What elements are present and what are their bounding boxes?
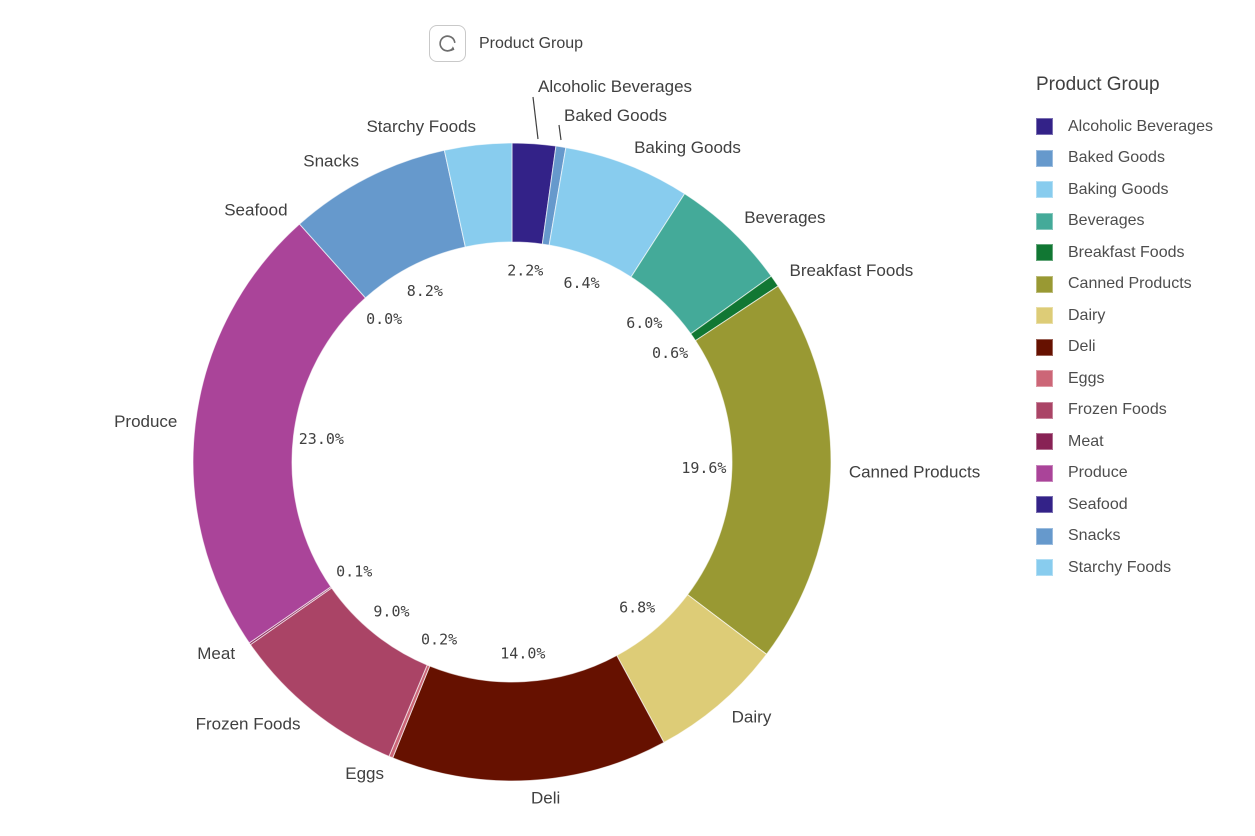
slice-value-label-dairy: 6.8%	[619, 599, 655, 617]
legend-label: Meat	[1068, 432, 1104, 450]
legend-items: Alcoholic Beverages Baked Goods Baking Goo…	[1036, 118, 1251, 576]
slice-value-label-canned-products: 19.6%	[681, 459, 726, 477]
legend-item-beverages[interactable]: Beverages	[1036, 212, 1251, 230]
legend-item-snacks[interactable]: Snacks	[1036, 527, 1251, 545]
dimension-cycle-button[interactable]	[429, 25, 466, 62]
legend-label: Beverages	[1068, 212, 1145, 229]
legend-item-deli[interactable]: Deli	[1036, 338, 1251, 356]
legend-item-breakfast-foods[interactable]: Breakfast Foods	[1036, 244, 1251, 261]
legend-item-dairy[interactable]: Dairy	[1036, 307, 1251, 324]
legend-swatch-icon	[1036, 433, 1053, 450]
legend-swatch-icon	[1036, 212, 1053, 230]
leader-line-baked-goods	[558, 124, 562, 141]
legend-swatch-icon	[1036, 401, 1053, 419]
legend-item-alcoholic-beverages[interactable]: Alcoholic Beverages	[1036, 118, 1251, 135]
legend-item-baking-goods[interactable]: Baking Goods	[1036, 181, 1251, 198]
slice-value-label-baking-goods: 6.4%	[563, 274, 599, 292]
legend-label: Frozen Foods	[1068, 401, 1167, 418]
legend-label: Baked Goods	[1068, 149, 1165, 166]
slice-value-label-meat: 0.1%	[336, 562, 372, 580]
legend-swatch-icon	[1036, 496, 1053, 513]
legend-label: Baking Goods	[1068, 180, 1169, 198]
legend-label: Snacks	[1068, 527, 1121, 544]
slice-value-label-deli: 14.0%	[500, 645, 545, 663]
legend-label: Alcoholic Beverages	[1068, 117, 1213, 135]
legend-swatch-icon	[1036, 181, 1053, 198]
slice-category-label-beverages: Beverages	[744, 208, 825, 227]
legend-item-produce[interactable]: Produce	[1036, 464, 1251, 482]
legend-item-eggs[interactable]: Eggs	[1036, 370, 1251, 387]
legend-swatch-icon	[1036, 559, 1053, 576]
legend-swatch-icon	[1036, 275, 1053, 293]
legend-label: Dairy	[1068, 306, 1106, 324]
slice-category-label-produce: Produce	[114, 412, 177, 431]
slice-category-label-alcoholic-beverages: Alcoholic Beverages	[538, 77, 692, 96]
slice-value-label-alcoholic-beverages: 2.2%	[507, 261, 543, 279]
legend-swatch-icon	[1036, 307, 1053, 324]
slice-category-label-dairy: Dairy	[732, 708, 772, 727]
donut-slice-canned-products[interactable]	[687, 285, 832, 655]
slice-value-label-snacks: 8.2%	[407, 282, 443, 300]
slice-category-label-canned-products: Canned Products	[849, 463, 980, 482]
legend-swatch-icon	[1036, 118, 1053, 135]
legend-swatch-icon	[1036, 464, 1053, 482]
slice-category-label-baked-goods: Baked Goods	[564, 106, 667, 125]
slice-category-label-frozen-foods: Frozen Foods	[196, 714, 301, 733]
donut-slice-produce[interactable]	[192, 223, 366, 644]
legend-label: Deli	[1068, 338, 1096, 355]
slice-value-label-produce: 23.0%	[299, 430, 344, 448]
legend-label: Seafood	[1068, 495, 1128, 513]
legend-label: Produce	[1068, 464, 1128, 481]
chart-header: Product Group	[429, 25, 583, 62]
slice-value-label-seafood: 0.0%	[366, 310, 402, 328]
donut-slice-starchy-foods[interactable]	[443, 142, 513, 248]
legend-title: Product Group	[1036, 74, 1160, 95]
slice-value-label-breakfast-foods: 0.6%	[652, 344, 688, 362]
legend-swatch-icon	[1036, 338, 1053, 356]
slice-category-label-meat: Meat	[197, 644, 235, 663]
slice-category-label-breakfast-foods: Breakfast Foods	[790, 261, 914, 280]
legend: Product Group Alcoholic Beverages Baked G…	[1036, 74, 1251, 591]
slice-value-label-beverages: 6.0%	[626, 314, 662, 332]
legend-swatch-icon	[1036, 149, 1053, 167]
slice-category-label-starchy-foods: Starchy Foods	[366, 117, 476, 136]
legend-item-seafood[interactable]: Seafood	[1036, 496, 1251, 513]
leader-line-alcoholic-beverages	[532, 96, 539, 140]
slice-category-label-seafood: Seafood	[224, 201, 287, 220]
legend-swatch-icon	[1036, 527, 1053, 545]
cycle-arrow-icon	[439, 35, 456, 52]
dimension-label: Product Group	[479, 34, 584, 52]
slice-category-label-snacks: Snacks	[303, 152, 359, 171]
legend-item-meat[interactable]: Meat	[1036, 433, 1251, 450]
donut-slice-deli[interactable]	[392, 654, 665, 782]
legend-item-starchy-foods[interactable]: Starchy Foods	[1036, 559, 1251, 576]
legend-label: Breakfast Foods	[1068, 243, 1185, 261]
slice-value-label-frozen-foods: 9.0%	[373, 602, 409, 620]
legend-label: Eggs	[1068, 369, 1105, 387]
legend-swatch-icon	[1036, 244, 1053, 261]
legend-label: Starchy Foods	[1068, 558, 1172, 576]
slice-category-label-deli: Deli	[531, 788, 560, 807]
legend-item-canned-products[interactable]: Canned Products	[1036, 275, 1251, 293]
slice-category-label-baking-goods: Baking Goods	[634, 138, 741, 157]
slice-category-label-eggs: Eggs	[345, 764, 384, 783]
legend-swatch-icon	[1036, 370, 1053, 387]
legend-item-baked-goods[interactable]: Baked Goods	[1036, 149, 1251, 167]
legend-label: Canned Products	[1068, 275, 1192, 292]
slice-value-label-eggs: 0.2%	[421, 631, 457, 649]
legend-item-frozen-foods[interactable]: Frozen Foods	[1036, 401, 1251, 419]
